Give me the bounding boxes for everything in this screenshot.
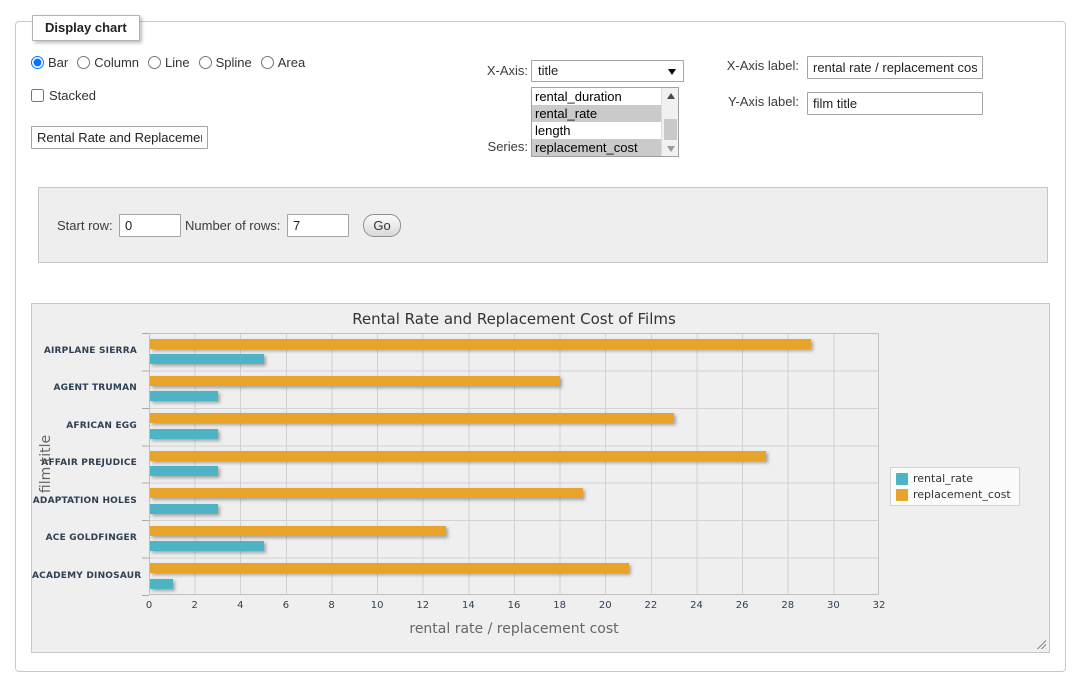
category-label: AIRPLANE SIERRA xyxy=(32,333,137,370)
chart-type-spline[interactable]: Spline xyxy=(199,55,252,70)
chart-type-label: Area xyxy=(278,55,305,70)
x-tick-label: 26 xyxy=(736,600,749,611)
chart-legend: rental_rate replacement_cost xyxy=(890,467,1020,506)
stacked-label: Stacked xyxy=(49,88,96,103)
scrollbar-thumb[interactable] xyxy=(664,119,677,140)
rental_rate-bar xyxy=(150,354,264,364)
legend-swatch xyxy=(896,489,908,501)
x-tick-label: 22 xyxy=(645,600,658,611)
rental_rate-bar xyxy=(150,391,218,401)
legend-item-replacement_cost[interactable]: replacement_cost xyxy=(896,488,1011,501)
num-rows-input[interactable] xyxy=(287,214,349,237)
series-listbox[interactable]: rental_durationrental_ratelengthreplacem… xyxy=(531,87,679,157)
x-tick-label: 30 xyxy=(827,600,840,611)
chart-type-radio-spline[interactable] xyxy=(199,56,212,69)
x-axis-caption: X-Axis: xyxy=(441,63,528,79)
legend-label: rental_rate xyxy=(913,472,973,485)
y-axis-label-caption: Y-Axis label: xyxy=(706,94,799,110)
chart-type-area[interactable]: Area xyxy=(261,55,305,70)
legend-swatch xyxy=(896,473,908,485)
chart-title-input[interactable] xyxy=(31,126,208,149)
replacement_cost-bar xyxy=(150,526,446,536)
x-tick-label: 16 xyxy=(508,600,521,611)
series-option-length[interactable]: length xyxy=(532,122,662,139)
replacement_cost-bar xyxy=(150,413,674,423)
y-axis-label-input[interactable] xyxy=(807,92,983,115)
x-tick-label: 0 xyxy=(146,600,152,611)
chart-type-radio-area[interactable] xyxy=(261,56,274,69)
chevron-down-icon xyxy=(668,69,676,75)
rental_rate-bar xyxy=(150,579,173,589)
chart-title: Rental Rate and Replacement Cost of Film… xyxy=(149,310,879,328)
x-tick-label: 6 xyxy=(283,600,289,611)
x-tick-label: 20 xyxy=(599,600,612,611)
chart-type-bar[interactable]: Bar xyxy=(31,55,68,70)
chart-type-radio-bar[interactable] xyxy=(31,56,44,69)
series-scrollbar[interactable] xyxy=(661,88,678,156)
category-label: ACE GOLDFINGER xyxy=(32,520,137,557)
plot-area xyxy=(149,333,879,595)
category-label: ACADEMY DINOSAUR xyxy=(32,558,137,595)
chart-type-label: Line xyxy=(165,55,190,70)
x-tick-label: 8 xyxy=(328,600,334,611)
x-tick-label: 12 xyxy=(416,600,429,611)
x-tick-label: 28 xyxy=(781,600,794,611)
x-axis-label-input[interactable] xyxy=(807,56,983,79)
row-range-box: Start row: Number of rows: Go xyxy=(38,187,1048,263)
resize-grip-icon[interactable] xyxy=(1035,638,1046,649)
x-tick-label: 4 xyxy=(237,600,243,611)
x-tick-label: 18 xyxy=(553,600,566,611)
chart-type-radio-column[interactable] xyxy=(77,56,90,69)
legend-item-rental_rate[interactable]: rental_rate xyxy=(896,472,1011,485)
y-axis-title: film title xyxy=(38,404,54,524)
rental_rate-bar xyxy=(150,541,264,551)
rental_rate-bar xyxy=(150,504,218,514)
series-caption: Series: xyxy=(441,139,528,155)
chart-type-label: Spline xyxy=(216,55,252,70)
x-axis-selected-value: title xyxy=(538,63,558,78)
stacked-checkbox[interactable] xyxy=(31,89,44,102)
x-tick-label: 2 xyxy=(191,600,197,611)
x-tick-label: 14 xyxy=(462,600,475,611)
chart-type-radiogroup: Bar Column Line Spline Area xyxy=(31,55,305,70)
replacement_cost-bar xyxy=(150,451,766,461)
go-button[interactable]: Go xyxy=(363,214,401,237)
start-row-input[interactable] xyxy=(119,214,181,237)
replacement_cost-bar xyxy=(150,563,629,573)
y-axis-tick-marks xyxy=(142,333,149,596)
start-row-caption: Start row: xyxy=(57,218,113,234)
x-axis-label-caption: X-Axis label: xyxy=(706,58,799,74)
stacked-checkbox-row[interactable]: Stacked xyxy=(31,88,96,103)
scrollbar-up-arrow-icon[interactable] xyxy=(662,88,679,103)
replacement_cost-bar xyxy=(150,488,583,498)
replacement_cost-bar xyxy=(150,339,811,349)
series-option-replacement_cost[interactable]: replacement_cost xyxy=(532,139,662,156)
display-chart-panel: Display chart BarColumnLineSplineArea St… xyxy=(15,21,1066,672)
series-option-rental_duration[interactable]: rental_duration xyxy=(532,88,662,105)
replacement_cost-bar xyxy=(150,376,560,386)
num-rows-caption: Number of rows: xyxy=(185,218,280,234)
rental_rate-bar xyxy=(150,466,218,476)
chart-type-column[interactable]: Column xyxy=(77,55,139,70)
series-option-rental_rate[interactable]: rental_rate xyxy=(532,105,662,122)
legend-label: replacement_cost xyxy=(913,488,1011,501)
chart-type-line[interactable]: Line xyxy=(148,55,190,70)
chart-type-radio-line[interactable] xyxy=(148,56,161,69)
category-label: AGENT TRUMAN xyxy=(32,370,137,407)
chart-type-label: Bar xyxy=(48,55,68,70)
x-tick-label: 32 xyxy=(873,600,886,611)
rental_rate-bar xyxy=(150,429,218,439)
x-tick-label: 10 xyxy=(371,600,384,611)
x-axis-title: rental rate / replacement cost xyxy=(149,621,879,637)
x-axis-select[interactable]: title xyxy=(531,60,684,82)
panel-legend: Display chart xyxy=(32,15,140,41)
chart: Rental Rate and Replacement Cost of Film… xyxy=(31,303,1050,653)
x-tick-label: 24 xyxy=(690,600,703,611)
chart-type-label: Column xyxy=(94,55,139,70)
scrollbar-down-arrow-icon[interactable] xyxy=(662,141,679,156)
